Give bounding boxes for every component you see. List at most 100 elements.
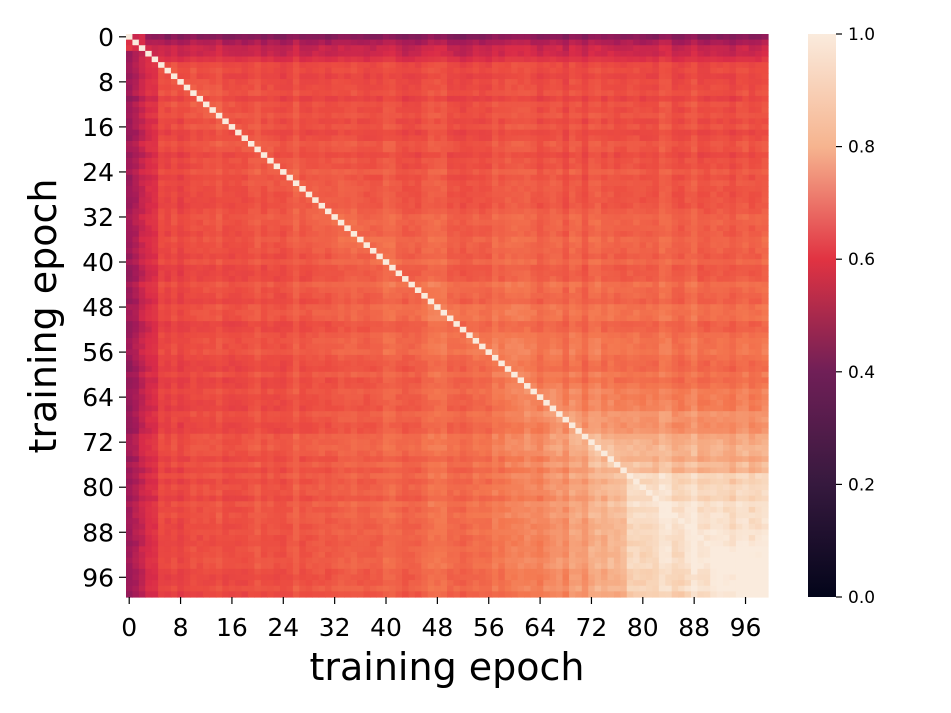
heatmap-cell	[254, 236, 262, 243]
heatmap-cell	[350, 124, 358, 131]
heatmap-cell	[684, 112, 692, 120]
heatmap-cell	[723, 236, 731, 243]
heatmap-cell	[158, 163, 166, 170]
heatmap-cell	[633, 56, 641, 63]
heatmap-cell	[408, 270, 416, 277]
heatmap-cell	[613, 276, 621, 283]
heatmap-cell	[241, 259, 249, 266]
heatmap-cell	[453, 101, 461, 108]
heatmap-cell	[742, 219, 750, 227]
heatmap-cell	[549, 152, 557, 159]
heatmap-cell	[267, 39, 275, 46]
heatmap-cell	[299, 202, 307, 210]
heatmap-cell	[671, 169, 679, 176]
heatmap-cell	[414, 309, 422, 317]
heatmap-cell	[235, 73, 243, 80]
heatmap-cell	[273, 281, 281, 288]
heatmap-cell	[389, 146, 397, 153]
heatmap-cell	[369, 174, 377, 181]
heatmap-cell	[723, 169, 731, 176]
heatmap-cell	[241, 140, 249, 148]
heatmap-cell	[299, 107, 307, 114]
heatmap-cell	[273, 247, 281, 255]
heatmap-cell	[408, 73, 416, 80]
heatmap-cell	[646, 214, 654, 221]
heatmap-cell	[729, 180, 737, 187]
heatmap-cell	[665, 174, 673, 181]
heatmap-cell	[575, 45, 583, 52]
heatmap-cell	[389, 140, 397, 148]
heatmap-cell	[164, 135, 172, 142]
heatmap-cell	[716, 157, 724, 165]
heatmap-cell	[549, 73, 557, 80]
heatmap-cell	[325, 253, 333, 260]
heatmap-cell	[158, 253, 166, 260]
heatmap-cell	[671, 112, 679, 120]
heatmap-cell	[742, 152, 750, 159]
heatmap-cell	[665, 152, 673, 159]
heatmap-cell	[363, 118, 371, 125]
heatmap-cell	[543, 112, 551, 120]
heatmap-cell	[247, 84, 255, 91]
heatmap-cell	[485, 163, 493, 170]
heatmap-cell	[504, 67, 512, 75]
heatmap-cell	[369, 287, 377, 294]
heatmap-cell	[517, 112, 525, 120]
heatmap-cell	[305, 79, 313, 86]
heatmap-cell	[665, 84, 673, 91]
heatmap-cell	[132, 219, 140, 227]
heatmap-cell	[549, 197, 557, 204]
heatmap-cell	[665, 292, 673, 300]
heatmap-cell	[177, 281, 185, 288]
heatmap-cell	[652, 140, 660, 148]
heatmap-cell	[138, 264, 146, 272]
heatmap-cell	[678, 253, 686, 260]
heatmap-cell	[395, 140, 403, 148]
heatmap-cell	[158, 34, 166, 41]
heatmap-cell	[524, 135, 532, 142]
heatmap-cell	[209, 112, 217, 120]
heatmap-cell	[568, 163, 576, 170]
heatmap-cell	[626, 50, 634, 58]
heatmap-cell	[402, 231, 410, 238]
heatmap-cell	[126, 309, 134, 317]
heatmap-cell	[626, 34, 634, 41]
heatmap-cell	[260, 67, 268, 75]
heatmap-cell	[196, 45, 204, 52]
heatmap-cell	[459, 281, 467, 288]
heatmap-cell	[678, 214, 686, 221]
heatmap-cell	[536, 118, 544, 125]
heatmap-cell	[331, 79, 339, 86]
heatmap-cell	[594, 281, 602, 288]
heatmap-cell	[690, 202, 698, 210]
heatmap-cell	[729, 236, 737, 243]
heatmap-cell	[344, 202, 352, 210]
heatmap-cell	[440, 259, 448, 266]
heatmap-cell	[517, 180, 525, 187]
heatmap-cell	[357, 236, 365, 243]
heatmap-cell	[273, 90, 281, 97]
heatmap-cell	[408, 34, 416, 41]
heatmap-cell	[344, 180, 352, 187]
heatmap-cell	[434, 219, 442, 227]
heatmap-cell	[434, 62, 442, 69]
heatmap-cell	[241, 50, 249, 58]
heatmap-cell	[568, 39, 576, 46]
heatmap-cell	[145, 214, 153, 221]
heatmap-cell	[697, 191, 705, 198]
heatmap-cell	[132, 140, 140, 148]
heatmap-cell	[639, 309, 647, 317]
heatmap-cell	[536, 214, 544, 221]
heatmap-cell	[209, 56, 217, 63]
heatmap-cell	[562, 169, 570, 176]
heatmap-cell	[344, 197, 352, 204]
heatmap-cell	[369, 45, 377, 52]
heatmap-cell	[126, 163, 134, 170]
heatmap-cell	[241, 298, 249, 305]
heatmap-cell	[440, 208, 448, 215]
heatmap-cell	[138, 163, 146, 170]
heatmap-cell	[414, 152, 422, 159]
heatmap-cell	[260, 79, 268, 86]
heatmap-cell	[646, 67, 654, 75]
heatmap-cell	[652, 259, 660, 266]
